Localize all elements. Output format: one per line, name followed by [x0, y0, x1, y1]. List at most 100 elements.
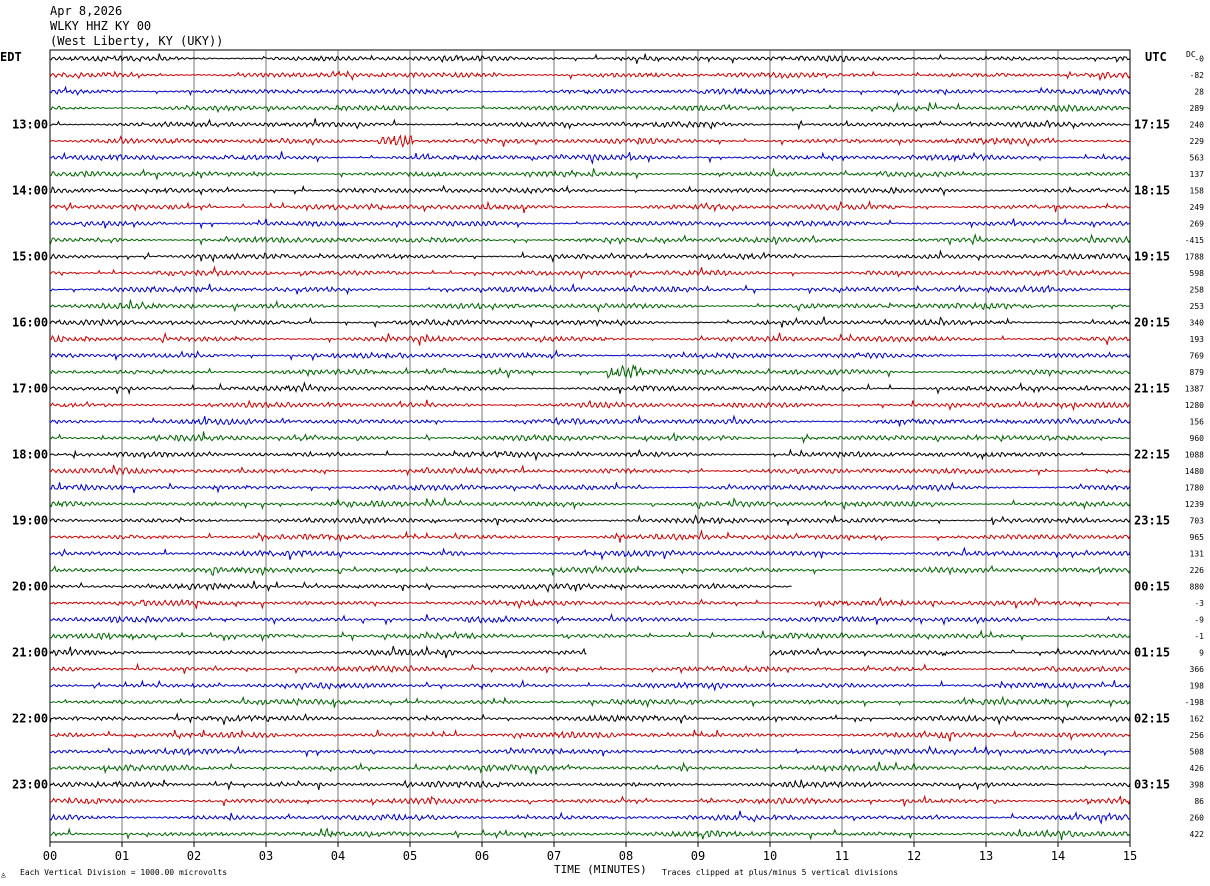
dc-offset-label: 256 — [1190, 731, 1205, 740]
hour-label-utc: 17:15 — [1134, 118, 1170, 132]
hour-label-utc: 21:15 — [1134, 382, 1170, 396]
hour-label-local: 15:00 — [12, 250, 48, 264]
dc-offset-label: 198 — [1190, 682, 1205, 691]
dc-offset-label: 131 — [1190, 550, 1205, 559]
dc-offset-label: 289 — [1190, 104, 1205, 113]
station-code: WLKY HHZ KY 00 — [50, 19, 152, 33]
dc-offset-label: 1239 — [1185, 500, 1204, 509]
hour-label-utc: 22:15 — [1134, 448, 1170, 462]
x-tick-label: 04 — [331, 849, 345, 863]
dc-offset-label: 366 — [1190, 665, 1205, 674]
seismogram-trace — [49, 645, 1131, 659]
hour-label-utc: 02:15 — [1134, 712, 1170, 726]
hour-label-local: 18:00 — [12, 448, 48, 462]
x-tick-label: 01 — [115, 849, 129, 863]
seismogram-trace — [49, 827, 1131, 841]
scale-note: Each Vertical Division = 1000.00 microvo… — [20, 868, 228, 877]
x-tick-label: 07 — [547, 849, 561, 863]
hour-label-local: 22:00 — [12, 712, 48, 726]
dc-offset-label: 28 — [1194, 88, 1204, 97]
left-timezone: EDT — [0, 50, 22, 64]
hour-label-utc: 19:15 — [1134, 250, 1170, 264]
label-layer: 00 01 02 03 04 05 06 07 08 09 10 11 12 13 14 15 -0 -82 28 2… — [12, 50, 1204, 863]
dc-offset-label: 960 — [1190, 434, 1205, 443]
dc-offset-label: 703 — [1190, 517, 1205, 526]
dc-offset-label: 156 — [1190, 418, 1205, 427]
hour-label-local: 21:00 — [12, 646, 48, 660]
dc-offset-label: -198 — [1185, 698, 1204, 707]
x-tick-label: 15 — [1123, 849, 1137, 863]
seismogram-trace — [49, 448, 1131, 462]
x-tick-label: 14 — [1051, 849, 1065, 863]
dc-offset-label: 193 — [1190, 335, 1205, 344]
seismogram-trace — [49, 233, 1131, 247]
seismogram-trace — [49, 249, 1131, 263]
x-tick-label: 11 — [835, 849, 849, 863]
dc-offset-label: 508 — [1190, 748, 1205, 757]
dc-offset-label: 9 — [1199, 649, 1204, 658]
dc-offset-label: -0 — [1194, 55, 1204, 64]
dc-offset-label: 1088 — [1185, 451, 1204, 460]
seismogram-trace — [49, 414, 1131, 427]
seismogram-trace — [49, 399, 1131, 412]
x-tick-label: 08 — [619, 849, 633, 863]
dc-offset-label: -9 — [1194, 616, 1204, 625]
seismogram-trace — [49, 712, 1131, 726]
hour-label-local: 23:00 — [12, 778, 48, 792]
dc-offset-label: 422 — [1190, 830, 1205, 839]
dc-offset-label: 260 — [1190, 814, 1205, 823]
dc-offset-label: 563 — [1190, 154, 1205, 163]
hour-label-local: 14:00 — [12, 184, 48, 198]
seismogram-trace — [49, 629, 1131, 643]
seismogram-trace — [49, 794, 1131, 807]
seismogram-trace — [49, 810, 1131, 825]
seismogram-trace — [49, 580, 792, 594]
dc-offset-label: 598 — [1190, 269, 1205, 278]
dc-offset-label: 879 — [1190, 368, 1205, 377]
dc-offset-label: 226 — [1190, 566, 1205, 575]
scale-icon: ◬ — [1, 870, 6, 879]
seismogram-trace — [49, 464, 1131, 477]
dc-offset-label: 965 — [1190, 533, 1205, 542]
seismogram-trace — [49, 596, 1131, 610]
seismogram-trace — [49, 348, 1131, 362]
seismogram-trace — [49, 662, 1131, 675]
dc-offset-label: 162 — [1190, 715, 1205, 724]
clip-note: Traces clipped at plus/minus 5 vertical … — [662, 868, 899, 877]
hour-label-local: 13:00 — [12, 118, 48, 132]
x-tick-label: 09 — [691, 849, 705, 863]
seismogram-trace — [49, 779, 1131, 791]
hour-label-utc: 20:15 — [1134, 316, 1170, 330]
seismogram-trace — [49, 134, 1131, 148]
x-tick-label: 03 — [259, 849, 273, 863]
seismogram-trace — [49, 151, 1131, 165]
seismogram-trace — [49, 496, 1131, 511]
seismogram-trace — [49, 70, 1131, 82]
dc-offset-label: 1387 — [1185, 385, 1204, 394]
x-axis-title: TIME (MINUTES) — [554, 863, 647, 876]
seismogram-trace — [49, 529, 1131, 543]
seismogram-trace — [49, 199, 1131, 214]
dc-offset-label: 137 — [1190, 170, 1205, 179]
hour-label-utc: 18:15 — [1134, 184, 1170, 198]
seismogram-trace — [49, 481, 1131, 494]
seismogram-trace — [49, 101, 1131, 114]
x-tick-label: 05 — [403, 849, 417, 863]
dc-offset-label: 258 — [1190, 286, 1205, 295]
seismogram-trace — [49, 167, 1131, 180]
seismogram-trace — [49, 118, 1131, 131]
x-tick-label: 13 — [979, 849, 993, 863]
seismogram-trace — [49, 695, 1131, 709]
x-tick-label: 00 — [43, 849, 57, 863]
hour-label-local: 17:00 — [12, 382, 48, 396]
dc-offset-label: -3 — [1194, 599, 1204, 608]
seismogram-trace — [49, 85, 1131, 97]
seismogram-trace — [49, 316, 1131, 329]
dc-offset-label: 1480 — [1185, 467, 1204, 476]
dc-offset-label: -82 — [1190, 71, 1205, 80]
hour-label-utc: 23:15 — [1134, 514, 1170, 528]
hour-label-utc: 03:15 — [1134, 778, 1170, 792]
dc-offset-label: 426 — [1190, 764, 1205, 773]
x-tick-label: 10 — [763, 849, 777, 863]
dc-offset-label: 398 — [1190, 781, 1205, 790]
